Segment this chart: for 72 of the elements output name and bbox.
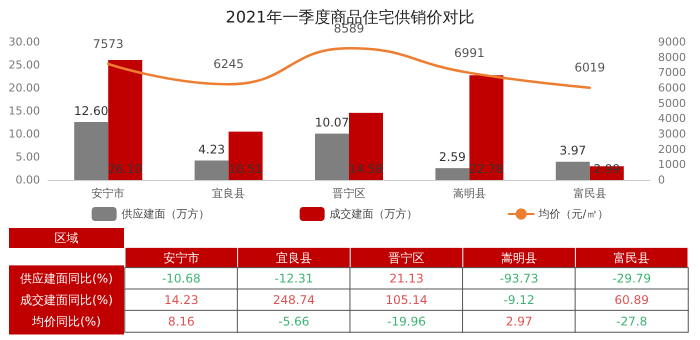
legend-label: 成交建面（万方） bbox=[330, 208, 418, 220]
x-tick-label: 嵩明县 bbox=[452, 187, 486, 200]
y2-tick-label: 4000 bbox=[658, 112, 686, 126]
y-tick-label: 15.00 bbox=[8, 104, 40, 118]
y2-tick-label: 2000 bbox=[658, 142, 686, 156]
x-tick-label: 富民县 bbox=[573, 187, 606, 200]
data-label: 26.10 bbox=[108, 162, 142, 176]
y2-tick-label: 8000 bbox=[658, 50, 686, 64]
data-label: 6019 bbox=[574, 60, 606, 75]
y-tick-label: 0.00 bbox=[16, 174, 40, 186]
bar bbox=[556, 162, 590, 180]
bar bbox=[74, 122, 108, 180]
data-label: -27.8 bbox=[616, 314, 648, 328]
data-label: 22.78 bbox=[469, 162, 504, 176]
x-tick-label: 晋宁区 bbox=[388, 250, 424, 265]
data-label: 2.99 bbox=[593, 162, 620, 176]
data-label: 6991 bbox=[454, 46, 485, 60]
data-label: -9.12 bbox=[504, 292, 535, 307]
y-tick-label: 供应建面同比(%) bbox=[20, 272, 113, 286]
bar bbox=[469, 75, 504, 180]
data-label: 10.51 bbox=[228, 162, 263, 176]
data-label: -29.79 bbox=[612, 272, 652, 286]
y-axis-title: 区域 bbox=[54, 231, 78, 245]
y2-tick-label: 5000 bbox=[658, 96, 686, 110]
data-label: 4.23 bbox=[198, 142, 225, 157]
bar bbox=[435, 168, 470, 180]
bar bbox=[194, 160, 229, 180]
x-tick-label: 安宁市 bbox=[92, 187, 125, 200]
data-label: 7573 bbox=[92, 36, 124, 51]
y-tick-label: 20.00 bbox=[8, 82, 40, 94]
data-label: 2.59 bbox=[439, 150, 466, 164]
x-tick-label: 嵩明县 bbox=[501, 250, 538, 265]
data-label: 12.60 bbox=[74, 104, 108, 118]
y2-tick-label: 3000 bbox=[658, 128, 686, 140]
data-label: -10.68 bbox=[162, 272, 201, 286]
data-label: 248.74 bbox=[272, 292, 315, 307]
y-tick-label: 10.00 bbox=[8, 128, 40, 140]
x-tick-label: 晋宁区 bbox=[332, 187, 366, 200]
bar bbox=[315, 134, 349, 180]
x-tick-label: 富民县 bbox=[614, 250, 650, 265]
y-tick-label: 均价同比(%) bbox=[31, 314, 101, 328]
data-label: 3.97 bbox=[559, 144, 586, 158]
data-label: 10.07 bbox=[314, 116, 350, 130]
bar bbox=[228, 132, 263, 180]
bar bbox=[349, 112, 383, 180]
bar bbox=[108, 60, 142, 180]
data-label: 21.13 bbox=[389, 272, 424, 286]
y-tick-label: 30.00 bbox=[8, 36, 40, 48]
data-label: 6245 bbox=[213, 57, 244, 72]
data-label: -93.73 bbox=[500, 272, 538, 286]
legend-label: 均价（元/㎡） bbox=[538, 208, 608, 220]
x-tick-label: 宜良县 bbox=[276, 250, 312, 265]
y-tick-label: 成交建面同比(%) bbox=[20, 292, 113, 307]
data-label: 2.97 bbox=[506, 314, 532, 328]
data-label: -5.66 bbox=[278, 314, 310, 328]
x-tick-label: 安宁市 bbox=[163, 250, 200, 265]
y2-tick-label: 9000 bbox=[658, 36, 686, 48]
y2-tick-label: 0 bbox=[658, 174, 665, 186]
data-label: 60.89 bbox=[614, 292, 649, 307]
data-label: 14.23 bbox=[164, 292, 198, 307]
data-label: 105.14 bbox=[386, 292, 428, 307]
y-tick-label: 5.00 bbox=[16, 150, 40, 164]
x-tick-label: 宜良县 bbox=[212, 187, 246, 200]
data-label: -12.31 bbox=[274, 272, 314, 286]
data-label: 8.16 bbox=[168, 314, 195, 328]
y-tick-label: 25.00 bbox=[8, 58, 40, 72]
data-label: 14.58 bbox=[348, 162, 384, 176]
y2-tick-label: 1000 bbox=[658, 158, 686, 172]
data-label: -19.96 bbox=[387, 314, 426, 328]
legend-label: 供应建面（万方） bbox=[122, 208, 210, 220]
y2-tick-label: 6000 bbox=[658, 82, 686, 94]
y2-tick-label: 7000 bbox=[658, 66, 686, 80]
